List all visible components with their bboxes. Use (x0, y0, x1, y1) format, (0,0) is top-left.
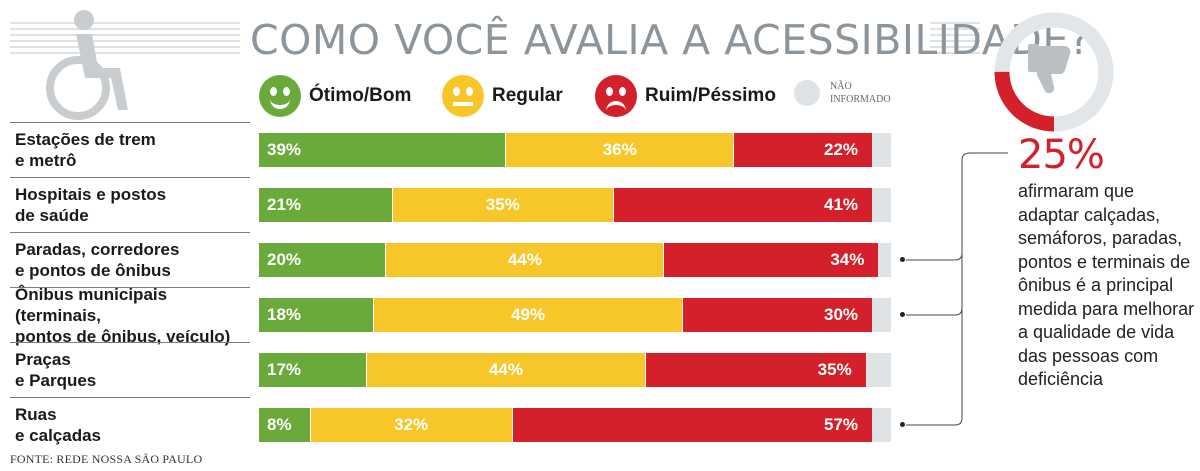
row-label-line1: Ônibus municipais (terminais, (15, 284, 168, 325)
row-label-line1: Ruas (15, 405, 57, 424)
bar-not-informed: 17% 44% 35% (259, 353, 891, 387)
bar-good: 21% (259, 188, 392, 222)
title-stripes-left (10, 22, 240, 58)
legend-not-informed: NÃO INFORMADO (794, 80, 900, 106)
legend-good-label: Ótimo/Bom (309, 85, 412, 106)
bar-not-informed: 20% 44% 34% (259, 243, 891, 277)
stat-text: afirmaram que adaptar calçadas, semáforo… (1018, 181, 1195, 389)
bar-bad: 22% (733, 133, 873, 167)
row-label-line1: Praças (15, 350, 71, 369)
callout-dot (900, 312, 905, 317)
source-note: FONTE: REDE NOSSA SÃO PAULO (10, 452, 203, 466)
legend-bad: Ruim/Péssimo (595, 74, 776, 118)
bar-regular: 44% (385, 243, 664, 277)
row-label-line2: e Parques (15, 371, 97, 390)
not-informed-swatch (794, 80, 820, 106)
bar-regular-label: 44% (488, 360, 523, 379)
row-separator (10, 177, 250, 178)
bar-bad-label: 30% (824, 305, 859, 324)
row-label-line2: e calçadas (15, 426, 102, 445)
bar-good-label: 21% (267, 195, 302, 214)
row-label: Praças e Parques (15, 348, 255, 392)
row-label-line2: pontos de ônibus, veículo) (15, 326, 231, 346)
row-label-line2: de saúde (15, 206, 89, 225)
wheelchair-icon (46, 10, 128, 120)
row-label: Ruas e calçadas (15, 403, 255, 447)
bar-regular-label: 44% (507, 250, 542, 269)
bar-good: 20% (259, 243, 386, 277)
bar-regular: 35% (391, 188, 613, 222)
bar-good: 17% (259, 353, 367, 387)
legend-not-informed-label: NÃO INFORMADO (830, 81, 891, 105)
bar-bad: 30% (682, 298, 873, 332)
stat-number: 25% (1018, 132, 1105, 178)
row-label-line1: Paradas, corredores (15, 240, 180, 259)
bar-bad: 41% (612, 188, 873, 222)
row-label: Estações de trem e metrô (15, 128, 255, 172)
bar-bad-label: 35% (817, 360, 852, 379)
legend-regular-label: Regular (492, 85, 563, 106)
row-separator (10, 122, 250, 123)
row-label-line1: Hospitais e postos (15, 185, 167, 204)
sad-face-icon (595, 75, 637, 117)
legend-good: Ótimo/Bom (259, 74, 411, 118)
row-label: Hospitais e postos de saúde (15, 183, 255, 227)
neutral-face-icon (442, 75, 484, 117)
bar-bad-label: 22% (824, 140, 859, 159)
row-separator (10, 397, 250, 398)
bar-not-informed: 39% 36% 22% (259, 133, 891, 167)
bar-bad: 35% (644, 353, 866, 387)
bar-not-informed: 18% 49% 30% (259, 298, 891, 332)
row-label-line2: e metrô (15, 151, 77, 170)
bar-good-label: 39% (267, 140, 302, 159)
happy-face-icon (259, 75, 301, 117)
bar-good-label: 18% (267, 305, 302, 324)
bar-regular: 36% (505, 133, 733, 167)
bar-bad: 34% (663, 243, 879, 277)
bar-not-informed: 21% 35% 41% (259, 188, 891, 222)
bar-bad-label: 41% (823, 195, 859, 214)
bar-regular-label: 49% (511, 305, 546, 324)
bar-not-informed: 8% 32% 57% (259, 408, 891, 442)
bar-regular-label: 35% (485, 195, 520, 214)
bar-good-label: 17% (267, 360, 302, 379)
callout-dot (900, 257, 905, 262)
callout-dot (900, 422, 905, 427)
thumbs-down-icon (1028, 44, 1071, 94)
row-label-line1: Estações de trem (15, 130, 156, 149)
row-label: Paradas, corredores e pontos de ônibus (15, 238, 255, 282)
bar-good-label: 20% (267, 250, 302, 269)
bar-regular-label: 32% (394, 415, 429, 434)
legend-bad-label: Ruim/Péssimo (645, 85, 776, 106)
row-label-line2: e pontos de ônibus (15, 261, 171, 280)
row-separator (10, 287, 250, 288)
bar-regular-label: 36% (602, 140, 637, 159)
bar-regular: 49% (372, 298, 683, 332)
stat-donut (994, 12, 1114, 132)
bar-good: 18% (259, 298, 373, 332)
row-separator (10, 342, 250, 343)
row-separator (10, 232, 250, 233)
bar-good-label: 8% (267, 415, 292, 434)
bar-good: 8% (259, 408, 310, 442)
bar-good: 39% (259, 133, 506, 167)
bar-bad: 57% (511, 408, 873, 442)
bar-regular: 44% (366, 353, 645, 387)
bar-regular: 32% (309, 408, 512, 442)
bar-bad-label: 34% (830, 250, 865, 269)
row-label: Ônibus municipais (terminais, pontos de ô… (15, 285, 255, 346)
stat-donut-arc (994, 12, 1114, 132)
legend-regular: Regular (442, 74, 563, 118)
bar-bad-label: 57% (824, 415, 859, 434)
title-stripes-right (930, 22, 980, 58)
